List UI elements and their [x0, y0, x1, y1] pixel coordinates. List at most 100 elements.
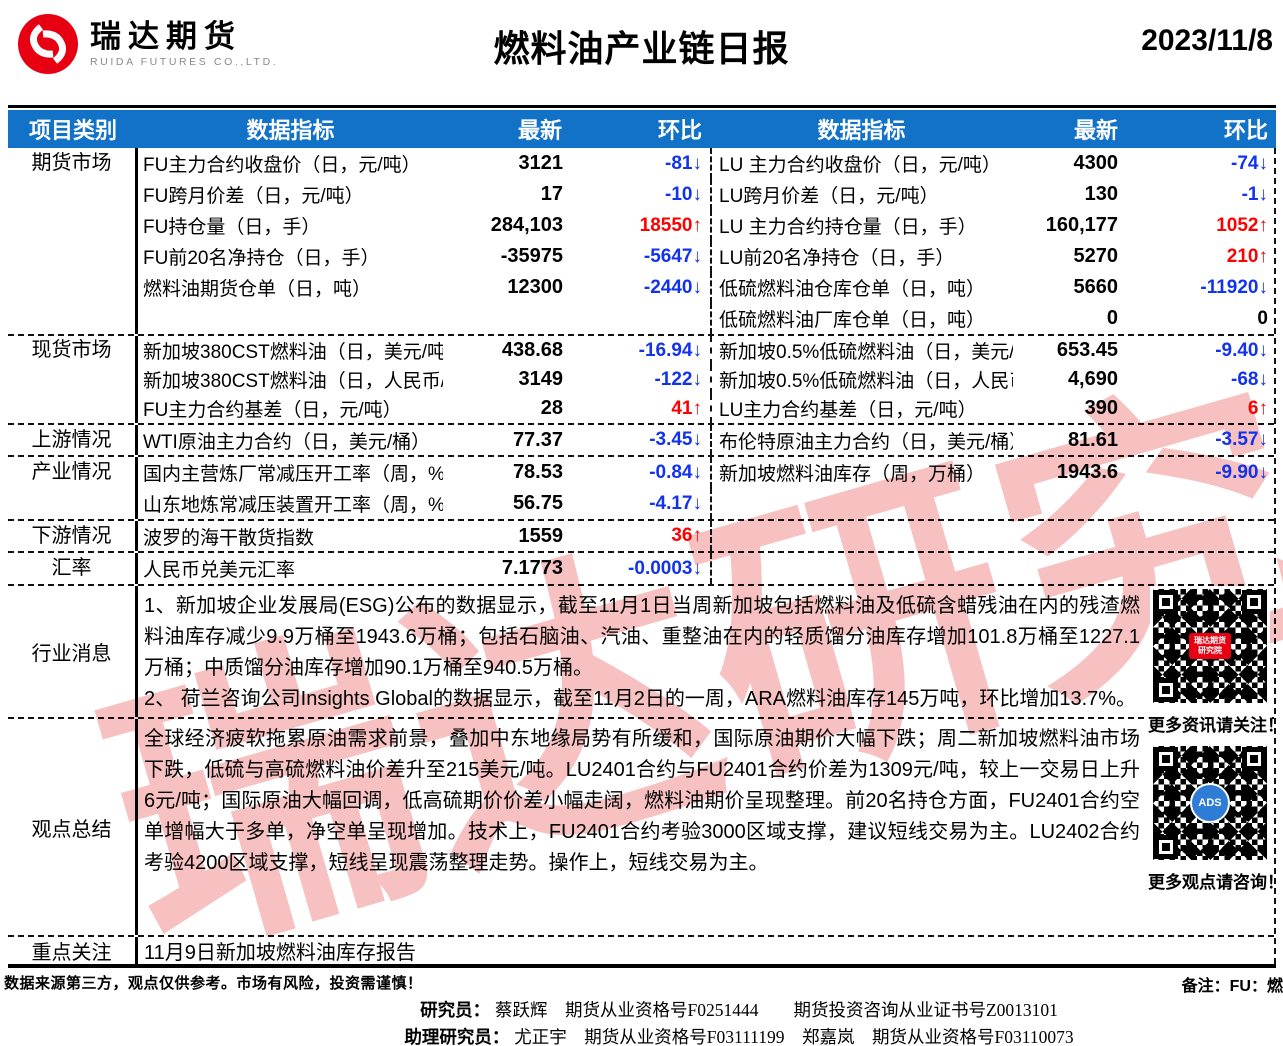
indicator-label: 国内主营炼厂常减压开工率（周，%） [143, 464, 443, 485]
category-label: 汇率 [8, 553, 138, 584]
latest-value: 390 [1084, 397, 1118, 419]
latest-value: 78.53 [512, 461, 563, 483]
change-value [568, 303, 710, 334]
latest-value: 284,103 [490, 214, 563, 236]
company-logo: 瑞达期货 RUIDA FUTURES CO.,LTD. [16, 12, 278, 76]
change-value [1158, 553, 1276, 584]
indicator-label: LU前20名净持仓（日，手） [710, 241, 1013, 272]
indicator-label: 燃料油期货仓单（日，吨） [143, 279, 372, 300]
logo-text: 瑞达期货 RUIDA FUTURES CO.,LTD. [90, 19, 279, 69]
viewpoint-paragraph: 全球经济疲软拖累原油需求前景，叠加中东地缘局势有所缓和，国际原油期价大幅下跌；周… [144, 728, 1140, 874]
latest-value: 28 [540, 397, 563, 419]
news-paragraph: 1、新加坡企业发展局(ESG)公布的数据显示，截至11月1日当周新加坡包括燃料油… [144, 595, 1140, 679]
indicator-label [138, 303, 443, 334]
change-value: 36↑ [671, 525, 702, 546]
assistant-researcher-info: 尤正宇 期货从业资格号F03111199 郑嘉岚 期货从业资格号F0311007… [514, 1027, 1074, 1046]
footer-disclaimer-row: 数据来源第三方，观点仅供参考。市场有风险，投资需谨慎！ 备注：FU：燃 [0, 968, 1283, 996]
ruida-logo-icon [18, 14, 78, 74]
col-header-change: 环比 [657, 118, 702, 143]
indicator-label: 新加坡0.5%低硫燃料油（日，人民币/吨） [710, 365, 1013, 394]
latest-value: 7.1773 [501, 557, 563, 579]
change-value: 0 [1257, 307, 1268, 329]
qr-finder-icon [1242, 747, 1266, 771]
indicator-label: FU主力合约收盘价（日，元/吨） [143, 155, 421, 176]
qr-finder-icon [1154, 678, 1178, 702]
qr-center-badge: ADS [1190, 783, 1230, 823]
change-value: -1↓ [1241, 183, 1268, 205]
category-label: 现货市场 [8, 336, 138, 423]
section-key-focus: 重点关注 11月9日新加坡燃料油库存报告 [8, 935, 1274, 964]
indicator-label: 山东地炼常减压装置开工率（周，%） [143, 495, 443, 516]
logo-en: RUIDA FUTURES CO.,LTD. [90, 56, 279, 68]
change-value: 6↑ [1247, 397, 1268, 419]
indicator-label: 布伦特原油主力合约（日，美元/桶） [710, 425, 1013, 455]
researcher-label: 研究员： [420, 1000, 491, 1020]
section-industry-news: 行业消息 1、新加坡企业发展局(ESG)公布的数据显示，截至11月1日当周新加坡… [8, 584, 1274, 717]
section-industry: 产业情况 国内主营炼厂常减压开工率（周，%） 78.53 -0.84↓ 新加坡燃… [8, 455, 1274, 519]
latest-value: 56.75 [512, 492, 563, 514]
latest-value [1013, 521, 1158, 551]
latest-value: 0 [1106, 307, 1118, 329]
indicator-label: LU主力合约基差（日，元/吨） [710, 394, 1013, 423]
change-value: -0.0003↓ [628, 557, 702, 579]
category-label: 产业情况 [8, 457, 138, 519]
latest-value: 3121 [518, 152, 564, 174]
latest-value [443, 303, 568, 334]
latest-value: 4300 [1073, 152, 1119, 174]
change-value: -2440↓ [643, 276, 702, 298]
news-text: 1、新加坡企业发展局(ESG)公布的数据显示，截至11月1日当周新加坡包括燃料油… [138, 586, 1274, 715]
change-value: 41↑ [671, 397, 702, 419]
key-focus-text: 11月9日新加坡燃料油库存报告 [144, 942, 416, 964]
col-header-indicator: 数据指标 [246, 118, 335, 143]
change-value: -81↓ [665, 152, 702, 174]
indicator-label: 新加坡燃料油库存（周，万桶） [710, 457, 1013, 488]
change-value: 1052↑ [1216, 214, 1268, 236]
indicator-label: FU持仓量（日，手） [143, 217, 321, 238]
category-label: 行业消息 [8, 586, 138, 717]
qr-code-research-icon: 瑞达期货 研究院 [1150, 586, 1270, 706]
logo-cn: 瑞达期货 [90, 19, 242, 54]
section-spot-market: 现货市场 新加坡380CST燃料油（日，美元/吨） 438.68 -16.94↓… [8, 334, 1274, 423]
indicator-label: LU 主力合约收盘价（日，元/吨） [710, 148, 1013, 179]
latest-value: 160,177 [1045, 214, 1118, 236]
change-value: -68↓ [1231, 368, 1268, 390]
qr-finder-icon [1154, 835, 1178, 859]
qr1-caption: 更多资讯请关注！ [1148, 711, 1283, 736]
report-date: 2023/11/8 [1141, 24, 1273, 57]
col-header-category: 项目类别 [28, 118, 117, 143]
col-header-indicator: 数据指标 [817, 118, 906, 143]
change-value: -10↓ [665, 183, 702, 205]
indicator-label: LU跨月价差（日，元/吨） [710, 179, 1013, 210]
latest-value: 438.68 [501, 339, 563, 361]
section-futures-market: 期货市场 FU主力合约收盘价（日，元/吨） 3121 -81↓ LU 主力合约收… [8, 148, 1274, 334]
change-value: 210↑ [1226, 245, 1268, 267]
indicator-label: 新加坡380CST燃料油（日，美元/吨） [143, 342, 443, 363]
category-label: 上游情况 [8, 425, 138, 455]
change-value: -0.84↓ [649, 461, 702, 483]
change-value: -9.90↓ [1215, 461, 1268, 483]
change-value [1158, 488, 1276, 519]
indicator-label [710, 553, 1013, 584]
change-value: -3.57↓ [1215, 429, 1268, 450]
indicator-label: FU前20名净持仓（日，手） [143, 248, 380, 269]
report-header: 瑞达期货 RUIDA FUTURES CO.,LTD. 燃料油产业链日报 202… [0, 0, 1283, 105]
data-table: 项目类别 数据指标 最新 环比 数据指标 最新 环比 期货市场 FU主力合约收盘… [8, 105, 1283, 968]
section-downstream: 下游情况 波罗的海干散货指数 1559 36↑ [8, 519, 1274, 551]
change-value: -5647↓ [643, 245, 702, 267]
indicator-label [710, 521, 1013, 551]
news-paragraph: 2、 荷兰咨询公司Insights Global的数据显示，截至11月2日的一周… [144, 688, 1137, 710]
latest-value: 130 [1084, 183, 1118, 205]
top-rule [8, 105, 1276, 108]
viewpoint-text: 全球经济疲软拖累原油需求前景，叠加中东地缘局势有所缓和，国际原油期价大幅下跌；周… [138, 719, 1274, 879]
qr-sidebar: 瑞达期货 研究院 更多资讯请关注！ ADS 更多观点请咨询！ [1148, 586, 1283, 900]
indicator-label: 低硫燃料油仓库仓单（日，吨） [710, 272, 1013, 303]
change-value: -9.40↓ [1215, 339, 1268, 361]
category-label: 观点总结 [8, 719, 138, 935]
indicator-label: FU跨月价差（日，元/吨） [143, 186, 364, 207]
latest-value: 77.37 [512, 428, 563, 451]
qr-finder-icon [1154, 590, 1178, 614]
indicator-label: 新加坡0.5%低硫燃料油（日，美元/吨） [710, 336, 1013, 365]
qr-center-badge: 瑞达期货 研究院 [1189, 633, 1231, 659]
latest-value: 5270 [1073, 245, 1119, 267]
